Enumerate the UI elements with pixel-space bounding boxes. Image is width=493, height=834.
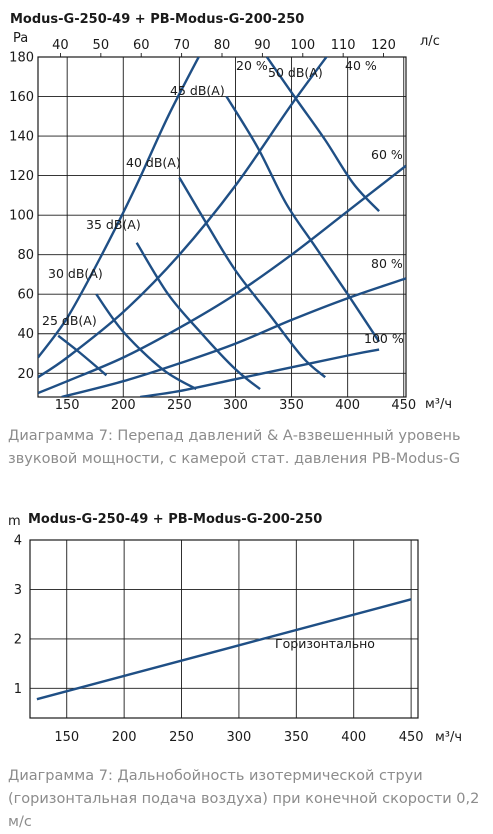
chart1-ytick-label: 40 [17,327,34,342]
pressure-curve [38,57,328,379]
pressure-curve-label: 40 % [345,58,377,73]
chart1-xlabel: м³/ч [425,397,452,412]
chart1-tick-labels: 20 40 60 80 100 120 140 160 180 150 200 250 300 350 40… [9,38,416,413]
chart2-xtick-label: 400 [341,730,366,745]
chart1-ytick-label: 60 [17,288,34,303]
chart2-caption: Диаграмма 7: Дальнобойность изотермическ… [8,768,480,830]
chart2-ytick-label: 4 [14,534,22,549]
chart2-xtick-label: 200 [112,730,137,745]
chart1-xtick-label: 350 [279,398,304,413]
chart1-title: Modus-G-250-49 + PB-Modus-G-200-250 [10,12,304,27]
chart1-series-labels: 20 % 40 % 60 % 80 % 100 % 25 dB(A) 30 dB(A) 35 … [42,58,404,346]
chart1-xtick-label: 450 [391,398,416,413]
chart2-title: Modus-G-250-49 + PB-Modus-G-200-250 [28,512,322,527]
chart2-xtick-label: 300 [227,730,252,745]
chart2-curves [36,598,412,701]
chart2-xtick-label: 250 [169,730,194,745]
sound-curve-label: 25 dB(A) [42,313,97,328]
chart2-ytick-label: 2 [14,632,22,647]
sound-curve [178,176,326,379]
chart2-tick-labels: 1 2 3 4 150 200 250 300 350 400 450 [14,534,424,746]
chart1-xtick-label: 400 [335,398,360,413]
chart1-curves [38,57,406,397]
chart1-ytick-label: 180 [9,51,34,66]
chart1-caption: Диаграмма 7: Перепад давлений & А-взвеше… [8,428,461,467]
chart1-x2tick-label: 100 [290,38,315,53]
chart1-xtick-label: 250 [167,398,192,413]
sound-curve [265,57,380,213]
sound-curve-label: 50 dB(A) [268,65,323,80]
throw-curve [36,598,412,701]
sound-curve [57,334,108,377]
pressure-curve [61,277,406,397]
chart2-grid [29,539,419,719]
chart1-ytick-label: 140 [9,130,34,145]
chart1-grid [37,53,407,398]
chart2-frame [29,539,419,719]
chart1-x2tick-label: 80 [214,38,231,53]
chart2-ylabel: m [8,514,21,529]
chart1-x2tick-label: 60 [133,38,150,53]
pressure-curve [38,57,201,359]
chart2-series-labels: Горизонтально [275,636,375,651]
chart1-x2tick-label: 50 [93,38,110,53]
sound-curve [135,242,261,391]
sound-curve-label: 40 dB(A) [126,155,181,170]
pressure-curve-label: 60 % [371,147,403,162]
chart1-x2tick-label: 40 [52,38,69,53]
chart1-x2label: л/с [420,34,440,49]
pressure-sound-chart: Modus-G-250-49 + PB-Modus-G-200-250 Pa л… [9,12,452,413]
sound-curve-label: 35 dB(A) [86,217,141,232]
pressure-curve [139,348,380,397]
sound-curve-label: 45 dB(A) [170,83,225,98]
chart1-x2tick-label: 70 [173,38,190,53]
pressure-curve-label: 100 % [364,331,404,346]
chart1-ytick-label: 20 [17,367,34,382]
chart2-xtick-label: 150 [54,730,79,745]
chart1-x2tick-label: 110 [331,38,356,53]
chart1-xtick-label: 150 [55,398,80,413]
chart1-ytick-label: 100 [9,209,34,224]
chart1-xtick-label: 200 [111,398,136,413]
chart1-ytick-label: 160 [9,90,34,105]
throw-curve-label: Горизонтально [275,636,375,651]
chart1-ylabel: Pa [13,31,28,46]
chart1-x2tick-label: 120 [371,38,396,53]
sound-curve [95,293,197,391]
chart1-ytick-label: 120 [9,169,34,184]
chart2-ytick-label: 3 [14,583,22,598]
chart2-xtick-label: 450 [399,730,424,745]
sound-curve [225,95,381,343]
pressure-curve-label: 80 % [371,256,403,271]
pressure-curve-label: 20 % [236,58,268,73]
pressure-curve [38,164,406,395]
chart2-xlabel: м³/ч [435,730,462,745]
chart2-xtick-label: 350 [284,730,309,745]
chart2-ytick-label: 1 [14,682,22,697]
chart1-xtick-label: 300 [223,398,248,413]
sound-curve-label: 30 dB(A) [48,266,103,281]
chart1-ytick-label: 80 [17,248,34,263]
chart1-x2tick-label: 90 [254,38,271,53]
